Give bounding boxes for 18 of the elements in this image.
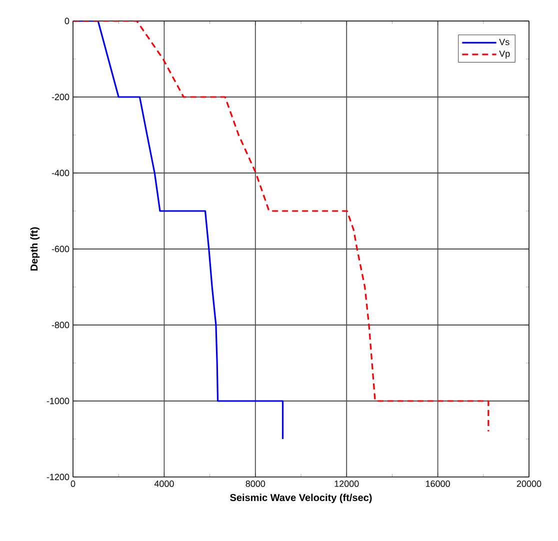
y-tick-label: -200 [52, 94, 70, 100]
line-series [73, 20, 490, 432]
x-tick-label: 0 [70, 480, 76, 487]
x-tick-label: 16000 [426, 480, 450, 487]
legend-label: Vp [499, 50, 510, 59]
x-tick-label: 4000 [154, 480, 174, 487]
y-tick-label: -600 [52, 246, 70, 252]
y-tick-label: -1000 [46, 398, 70, 404]
y-axis-title: Depth (ft) [30, 227, 40, 271]
y-tick-label: 0 [64, 18, 70, 24]
x-axis-title: Seismic Wave Velocity (ft/sec) [230, 494, 372, 504]
x-tick-label: 8000 [246, 480, 266, 487]
y-tick-label: -1200 [46, 474, 70, 480]
x-tick-label: 12000 [334, 480, 359, 487]
y-tick-label: -400 [52, 170, 70, 176]
y-tick-label: -800 [52, 322, 70, 328]
x-tick-label: 20000 [516, 480, 542, 487]
legend-label: Vs [499, 38, 510, 46]
